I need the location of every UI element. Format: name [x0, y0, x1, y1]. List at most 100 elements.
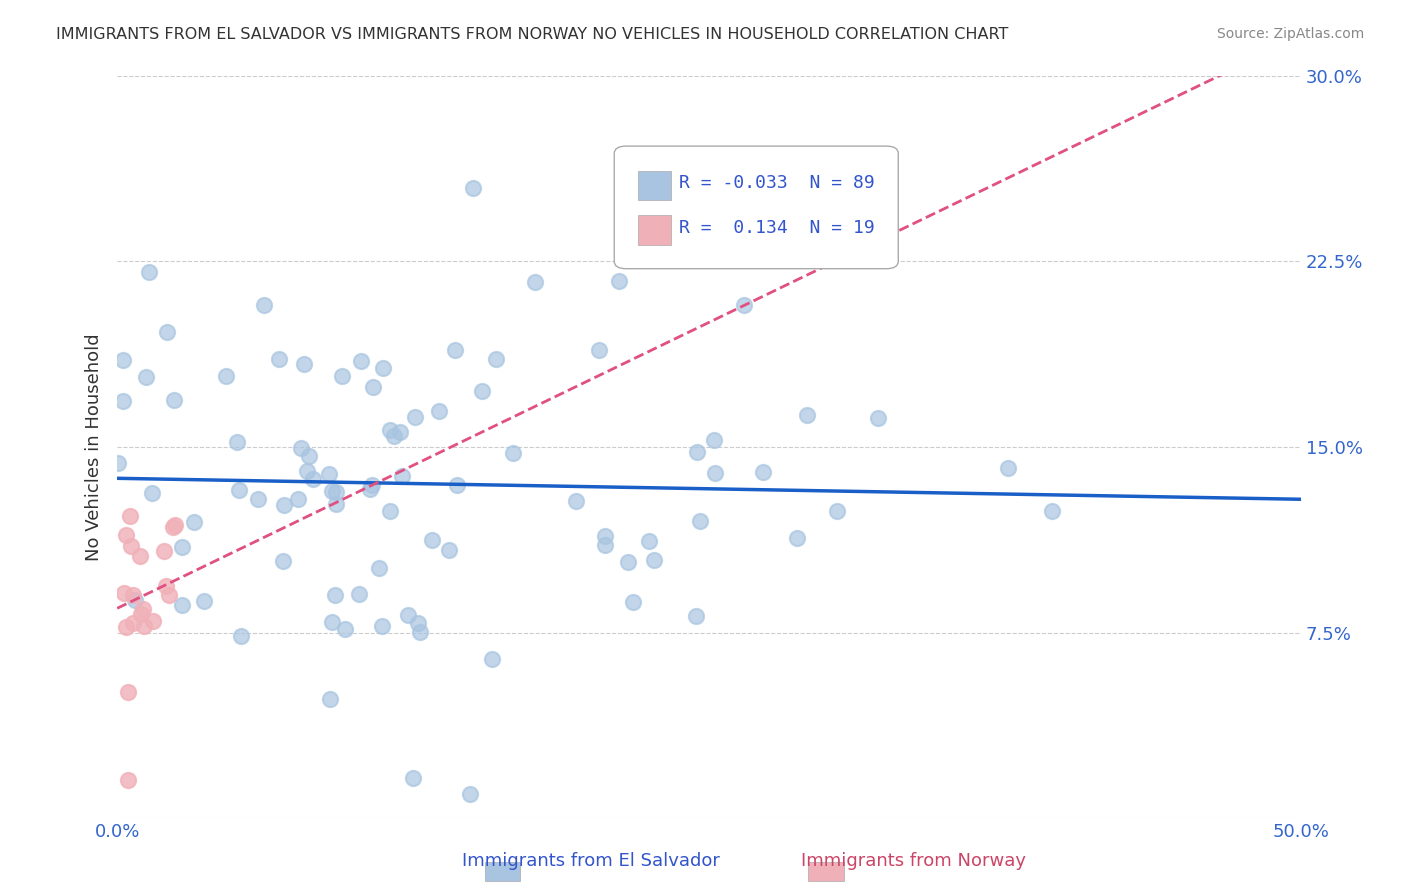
Point — [321, 483, 343, 498]
Point — [347, 587, 370, 601]
Point — [301, 471, 323, 485]
Point — [228, 483, 250, 497]
Point — [359, 482, 381, 496]
Point — [273, 553, 295, 567]
Point — [292, 357, 315, 371]
Point — [408, 625, 430, 640]
Point — [565, 494, 588, 508]
Point — [246, 491, 269, 506]
Point — [135, 370, 157, 384]
Point — [686, 445, 709, 459]
Point — [485, 352, 508, 367]
Point — [114, 620, 136, 634]
Text: Source: ZipAtlas.com: Source: ZipAtlas.com — [1216, 27, 1364, 41]
Point — [124, 593, 146, 607]
Point — [325, 497, 347, 511]
Point — [122, 615, 145, 630]
Bar — [638, 170, 671, 201]
Point — [132, 602, 155, 616]
Point — [132, 619, 155, 633]
Point — [163, 517, 186, 532]
Point — [325, 484, 347, 499]
Point — [321, 615, 343, 630]
Point — [796, 409, 818, 423]
Point — [733, 298, 755, 312]
Text: Immigrants from El Salvador: Immigrants from El Salvador — [461, 852, 720, 870]
Point — [141, 486, 163, 500]
Point — [481, 652, 503, 666]
Point — [371, 619, 394, 633]
Point — [396, 607, 419, 622]
Point — [420, 533, 443, 548]
Point — [361, 478, 384, 492]
Point — [617, 555, 640, 569]
Point — [402, 771, 425, 785]
Point — [427, 404, 450, 418]
Point — [129, 549, 152, 563]
Point — [163, 392, 186, 407]
Point — [689, 515, 711, 529]
Point — [114, 528, 136, 542]
Point — [129, 607, 152, 621]
Point — [138, 265, 160, 279]
Point — [155, 579, 177, 593]
Point — [593, 537, 616, 551]
Point — [142, 615, 165, 629]
Text: IMMIGRANTS FROM EL SALVADOR VS IMMIGRANTS FROM NORWAY NO VEHICLES IN HOUSEHOLD C: IMMIGRANTS FROM EL SALVADOR VS IMMIGRANT… — [56, 27, 1008, 42]
Bar — [638, 215, 671, 245]
Point — [298, 449, 321, 463]
Point — [120, 539, 142, 553]
Point — [330, 368, 353, 383]
Point — [157, 588, 180, 602]
Point — [638, 534, 661, 549]
Point — [444, 343, 467, 358]
Point — [112, 393, 135, 408]
Point — [153, 544, 176, 558]
Point — [215, 369, 238, 384]
Point — [391, 469, 413, 483]
Point — [229, 629, 252, 643]
Point — [368, 561, 391, 575]
Text: Immigrants from Norway: Immigrants from Norway — [801, 852, 1026, 870]
Point — [593, 529, 616, 543]
Point — [437, 543, 460, 558]
FancyBboxPatch shape — [614, 146, 898, 268]
Point — [752, 465, 775, 479]
Point — [461, 181, 484, 195]
Point — [643, 553, 665, 567]
Point — [297, 465, 319, 479]
Point — [827, 503, 849, 517]
Point — [868, 411, 890, 425]
Point — [350, 353, 373, 368]
Point — [378, 504, 401, 518]
Point — [607, 274, 630, 288]
Point — [382, 429, 405, 443]
Point — [114, 586, 136, 600]
Point — [156, 326, 179, 340]
Text: R = -0.033  N = 89: R = -0.033 N = 89 — [679, 174, 875, 193]
Point — [335, 622, 357, 636]
Point — [361, 380, 384, 394]
Point — [290, 441, 312, 455]
Point — [786, 531, 808, 545]
Point — [446, 477, 468, 491]
Point — [319, 691, 342, 706]
Point — [371, 361, 394, 376]
Point — [685, 608, 707, 623]
Point — [404, 409, 426, 424]
Point — [267, 351, 290, 366]
Point — [523, 276, 546, 290]
Point — [172, 599, 194, 613]
Point — [380, 423, 402, 437]
Point — [1040, 503, 1063, 517]
Point — [406, 616, 429, 631]
Point — [122, 588, 145, 602]
Point — [458, 787, 481, 801]
Point — [162, 520, 184, 534]
Point — [287, 491, 309, 506]
Point — [193, 594, 215, 608]
Point — [588, 343, 610, 357]
Point — [117, 772, 139, 787]
Point — [470, 384, 492, 398]
Point — [502, 446, 524, 460]
